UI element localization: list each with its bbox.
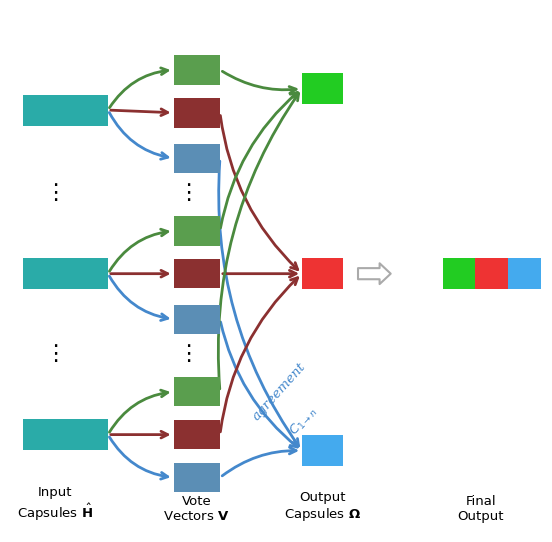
FancyBboxPatch shape: [173, 377, 220, 406]
FancyBboxPatch shape: [173, 463, 220, 492]
FancyBboxPatch shape: [302, 435, 343, 466]
FancyBboxPatch shape: [173, 420, 220, 449]
Text: ⋮: ⋮: [44, 183, 66, 203]
Text: Output
Capsules $\mathbf{\Omega}$: Output Capsules $\mathbf{\Omega}$: [284, 491, 361, 523]
FancyBboxPatch shape: [173, 216, 220, 246]
Text: ⋮: ⋮: [177, 183, 200, 203]
FancyBboxPatch shape: [173, 259, 220, 288]
Text: $C_{1\rightarrow n}$: $C_{1\rightarrow n}$: [286, 404, 320, 439]
FancyBboxPatch shape: [23, 419, 108, 450]
Text: agreement: agreement: [250, 360, 308, 423]
FancyBboxPatch shape: [302, 258, 343, 289]
Text: Vote
Vectors $\mathbf{V}$: Vote Vectors $\mathbf{V}$: [163, 495, 230, 523]
FancyBboxPatch shape: [508, 258, 541, 289]
Text: ⋮: ⋮: [177, 344, 200, 364]
FancyBboxPatch shape: [23, 258, 108, 289]
FancyBboxPatch shape: [475, 258, 508, 289]
FancyArrowPatch shape: [358, 263, 391, 284]
FancyBboxPatch shape: [173, 98, 220, 127]
Text: Final
Output: Final Output: [458, 495, 504, 523]
FancyBboxPatch shape: [173, 144, 220, 173]
FancyBboxPatch shape: [443, 258, 475, 289]
Text: ⋮: ⋮: [44, 344, 66, 364]
Text: Input
Capsules $\hat{\mathbf{H}}$: Input Capsules $\hat{\mathbf{H}}$: [17, 486, 93, 523]
FancyBboxPatch shape: [302, 73, 343, 104]
FancyBboxPatch shape: [23, 94, 108, 126]
FancyBboxPatch shape: [173, 305, 220, 334]
FancyBboxPatch shape: [173, 55, 220, 85]
